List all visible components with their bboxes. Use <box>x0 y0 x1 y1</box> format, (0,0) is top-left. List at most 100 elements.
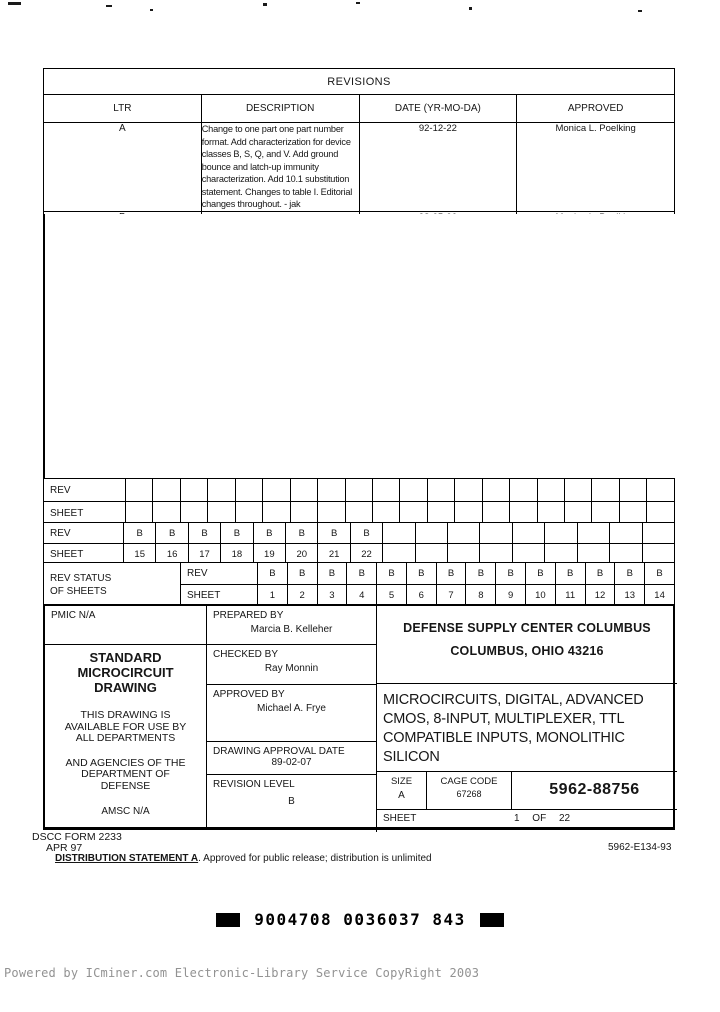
cage-code-cell: CAGE CODE 67268 <box>427 772 512 810</box>
sheet-row-empty: SHEET <box>43 501 675 525</box>
ocr-digits: 9004708 0036037 843 <box>254 910 466 929</box>
rev-sheet-grid-15-22: REV B B B B B B B B SHEET 15 16 17 18 19… <box>43 522 675 565</box>
rev-row-label: REV <box>43 522 124 544</box>
revisions-title: REVISIONS <box>43 68 675 95</box>
prepared-by-label: PREPARED BY <box>213 610 284 621</box>
agency-cell: DEFENSE SUPPLY CENTER COLUMBUS COLUMBUS,… <box>377 606 677 684</box>
revision-a-date: 92-12-22 <box>358 122 518 212</box>
grid-cell <box>399 501 428 525</box>
checked-by-cell: CHECKED BY Ray Monnin <box>207 645 377 685</box>
grid-cell <box>152 478 181 502</box>
rev-cell: B <box>525 562 556 585</box>
rev-cell: B <box>495 562 527 585</box>
sheet-cell-footer: SHEET 1 OF 22 <box>377 810 677 832</box>
drawing-title-line3: COMPATIBLE INPUTS, MONOLITHIC SILICON <box>383 730 625 765</box>
grid-cell <box>563 478 593 502</box>
grid-cell <box>289 478 319 502</box>
size-cell: SIZE A <box>377 772 427 810</box>
grid-cell <box>454 478 483 502</box>
revision-level-cell: REVISION LEVEL B <box>207 775 377 832</box>
grid-cell <box>426 501 456 525</box>
approved-by-cell: APPROVED BY Michael A. Frye <box>207 685 377 742</box>
grid-cell <box>618 478 648 502</box>
revision-level-value: B <box>288 796 295 807</box>
col-header-ltr: LTR <box>43 94 202 123</box>
grid-cell <box>447 522 481 544</box>
agencies-text: AND AGENCIES OF THE DEPARTMENT OF DEFENS… <box>65 756 186 792</box>
rev-cell: B <box>614 562 646 585</box>
smd-line1: STANDARD <box>89 650 162 665</box>
grid-cell <box>207 501 236 525</box>
scan-speck <box>263 3 267 6</box>
agency-address: COLUMBUS, OHIO 43216 <box>450 644 604 658</box>
smd-cell: STANDARD MICROCIRCUIT DRAWING THIS DRAWI… <box>45 645 207 829</box>
form-date: APR 97 <box>46 842 83 854</box>
sheet-row-15-22: SHEET 15 16 17 18 19 20 21 22 <box>43 543 675 565</box>
rev-sheet-grid-empty: REV SHEET <box>43 478 675 525</box>
grid-cell <box>511 522 546 544</box>
rev-cell: B <box>554 562 586 585</box>
approval-date-cell: DRAWING APPROVAL DATE 89-02-07 <box>207 742 377 775</box>
rev-cell: B <box>584 562 616 585</box>
scan-speck <box>8 2 21 5</box>
grid-cell <box>646 501 675 525</box>
barcode-end-block <box>479 912 504 927</box>
rev-cell: B <box>122 522 157 544</box>
drawing-title-cell: MICROCIRCUITS, DIGITAL, ADVANCED CMOS, 8… <box>377 684 677 772</box>
grid-cell <box>481 478 511 502</box>
grid-cell <box>207 478 236 502</box>
agency-name: DEFENSE SUPPLY CENTER COLUMBUS <box>403 621 651 635</box>
form-number: DSCC FORM 2233 <box>32 831 122 843</box>
size-label: SIZE <box>390 776 413 787</box>
barcode-start-block <box>216 912 241 927</box>
grid-cell <box>536 478 566 502</box>
rev-status-label-line2: OF SHEETS <box>50 585 107 597</box>
rev-cell: B <box>285 522 319 544</box>
approved-by-label: APPROVED BY <box>213 689 285 700</box>
rev-cell: B <box>187 522 222 544</box>
rev-cell: B <box>220 522 254 544</box>
grid-cell <box>641 522 675 544</box>
grid-cell <box>591 501 620 525</box>
sheet-value: 1 OF 22 <box>514 813 580 824</box>
drawing-number: 5962-88756 <box>512 772 677 810</box>
scan-speck <box>356 2 360 4</box>
grid-cell <box>371 478 401 502</box>
approval-date-label: DRAWING APPROVAL DATE <box>213 746 345 757</box>
rev-row-15-22: REV B B B B B B B B <box>43 522 675 544</box>
sheet-total: 22 <box>558 813 571 824</box>
ocr-line: 9004708 0036037 843 <box>0 910 720 929</box>
rev-status-grid: REV STATUS OF SHEETS REV B B B B B B B B… <box>43 562 675 607</box>
grid-cell <box>646 478 675 502</box>
checked-by-label: CHECKED BY <box>213 649 279 660</box>
revisions-title-row: REVISIONS <box>43 68 675 95</box>
approved-by-name: Michael A. Frye <box>257 703 326 714</box>
rev-cell: B <box>405 562 437 585</box>
amsc-text: AMSC N/A <box>101 806 150 817</box>
rev-status-label-line1: REV STATUS <box>50 572 112 584</box>
revisions-header-row: LTR DESCRIPTION DATE (YR-MO-DA) APPROVED <box>43 94 675 123</box>
rev-row-label: REV <box>180 562 258 585</box>
rev-cell: B <box>286 562 318 585</box>
smd-line2: MICROCIRCUIT DRAWING <box>77 665 174 695</box>
scan-speck <box>638 10 642 12</box>
revision-level-label: REVISION LEVEL <box>213 779 295 790</box>
drawing-title-line1: MICROCIRCUITS, DIGITAL, ADVANCED <box>383 692 644 708</box>
cage-code-value: 67268 <box>456 789 482 799</box>
revision-a-description: Change to one part one part number forma… <box>200 122 360 212</box>
revision-row-a: A Change to one part one part number for… <box>43 122 675 212</box>
prepared-by-cell: PREPARED BY Marcia B. Kelleher <box>207 606 377 645</box>
distribution-statement-text: . Approved for public release; distribut… <box>198 853 432 864</box>
scan-speck <box>469 7 472 10</box>
checked-by-name: Ray Monnin <box>264 663 319 674</box>
grid-cell <box>234 478 264 502</box>
distribution-statement-label: DISTRIBUTION STATEMENT A <box>55 853 199 864</box>
approval-date-value: 89-02-07 <box>271 757 312 768</box>
rev-cell: B <box>349 522 384 544</box>
grid-cell <box>544 522 578 544</box>
sheet-of: OF <box>532 813 547 824</box>
col-header-approved: APPROVED <box>516 94 675 123</box>
rev-cell: B <box>465 562 497 585</box>
standard-microcircuit-drawing-heading: STANDARD MICROCIRCUIT DRAWING <box>45 650 206 695</box>
